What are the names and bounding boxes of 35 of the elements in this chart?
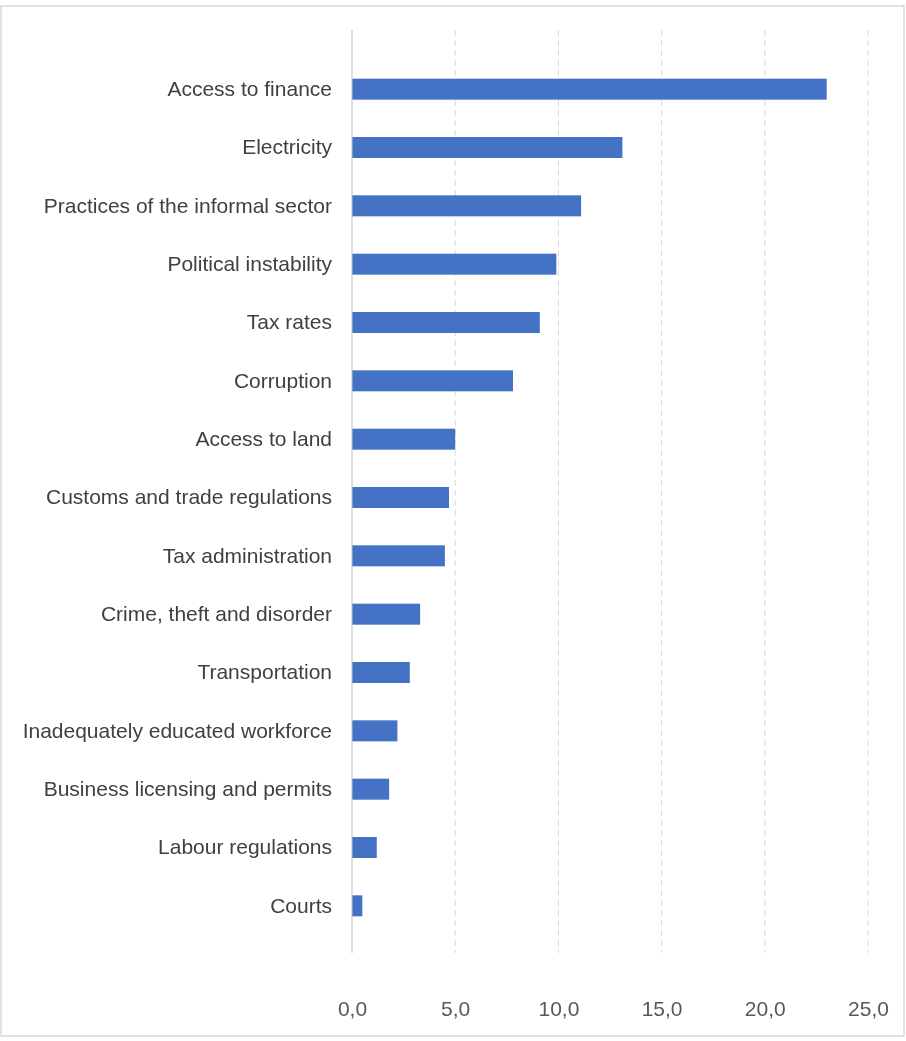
bar	[352, 370, 513, 392]
y-tick-label: Political instability	[167, 251, 333, 275]
y-tick-label: Customs and trade regulations	[46, 485, 332, 509]
bar	[352, 253, 557, 275]
y-tick-label: Corruption	[233, 368, 332, 392]
bar	[352, 428, 456, 450]
x-tick-label: 5,0	[441, 996, 471, 1020]
bar	[352, 662, 410, 683]
y-tick-label: Access to finance	[167, 76, 332, 100]
x-tick-label: 20,0	[744, 996, 786, 1020]
bar	[352, 78, 827, 100]
y-tick-label: Practices of the informal sector	[43, 193, 332, 217]
bar	[352, 312, 540, 333]
y-tick-label: Inadequately educated workforce	[22, 718, 332, 742]
y-tick-label: Transportation	[197, 660, 332, 684]
x-tick-label: 0,0	[337, 996, 368, 1020]
y-tick-label: Crime, theft and disorder	[100, 601, 332, 625]
bar	[352, 720, 398, 742]
y-tick-label: Courts	[270, 893, 332, 917]
x-tick-label: 15,0	[641, 996, 683, 1020]
y-tick-label: Tax administration	[162, 543, 332, 567]
bar	[352, 137, 623, 158]
y-tick-label: Tax rates	[246, 310, 332, 334]
bar	[352, 545, 445, 567]
y-tick-label: Electricity	[242, 135, 333, 159]
x-tick-label: 25,0	[848, 996, 889, 1020]
bar	[352, 195, 582, 217]
bar	[352, 778, 390, 800]
y-tick-label: Access to land	[195, 426, 332, 450]
y-tick-label: Business licensing and permits	[43, 776, 332, 800]
bar	[352, 487, 450, 508]
bar	[352, 837, 377, 858]
x-tick-label: 10,0	[538, 996, 580, 1020]
y-tick-label: Labour regulations	[158, 835, 332, 859]
bar	[352, 603, 421, 625]
